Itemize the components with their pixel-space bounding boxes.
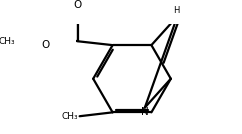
Text: O: O — [42, 40, 50, 50]
Text: CH₃: CH₃ — [0, 37, 15, 46]
Text: N: N — [141, 107, 149, 117]
Text: H: H — [174, 6, 180, 15]
Text: CH₃: CH₃ — [61, 112, 78, 121]
Text: O: O — [74, 0, 82, 10]
